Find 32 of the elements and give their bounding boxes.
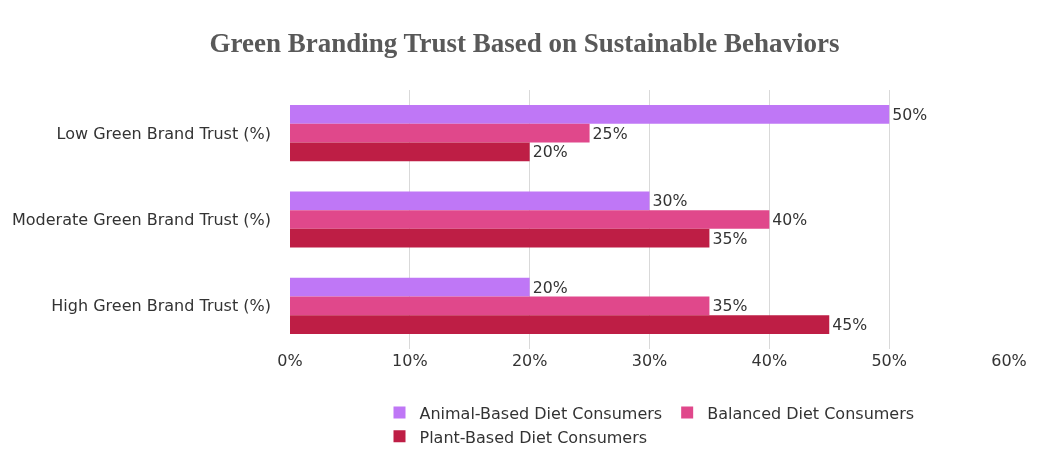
data-label: 20% [532, 142, 568, 162]
bar [290, 315, 830, 334]
legend-label: Plant-Based Diet Consumers [419, 427, 648, 447]
x-tick-label: 0% [277, 351, 303, 370]
bar [290, 123, 590, 143]
legend-label: Animal-Based Diet Consumers [419, 403, 663, 423]
chart-title: Green Branding Trust Based on Sustainable Behaviors [209, 27, 840, 58]
y-tick-label: Low Green Brand Trust (%) [56, 123, 271, 143]
data-label: 45% [832, 314, 868, 334]
data-label: 35% [712, 228, 748, 248]
x-tick-label: 60% [991, 351, 1027, 370]
x-tick-label: 20% [511, 351, 548, 370]
y-tick-label: High Green Brand Trust (%) [51, 296, 271, 316]
bar [290, 105, 890, 124]
data-label: 20% [532, 277, 568, 297]
bar [290, 277, 530, 297]
data-label: 50% [892, 104, 928, 124]
x-tick-label: 30% [631, 351, 668, 370]
legend-label: Balanced Diet Consumers [707, 403, 915, 423]
bar [290, 210, 770, 229]
bar [290, 228, 710, 248]
data-label: 40% [772, 209, 808, 229]
y-tick-label: Moderate Green Brand Trust (%) [12, 210, 271, 230]
x-tick-label: 40% [751, 351, 788, 370]
x-tick-label: 10% [392, 351, 428, 370]
data-label: 30% [652, 191, 688, 211]
bar [290, 296, 710, 316]
x-tick-label: 50% [871, 351, 907, 370]
data-label: 25% [592, 123, 628, 143]
bar [290, 142, 530, 162]
data-label: 35% [712, 296, 748, 316]
bar [290, 191, 650, 211]
